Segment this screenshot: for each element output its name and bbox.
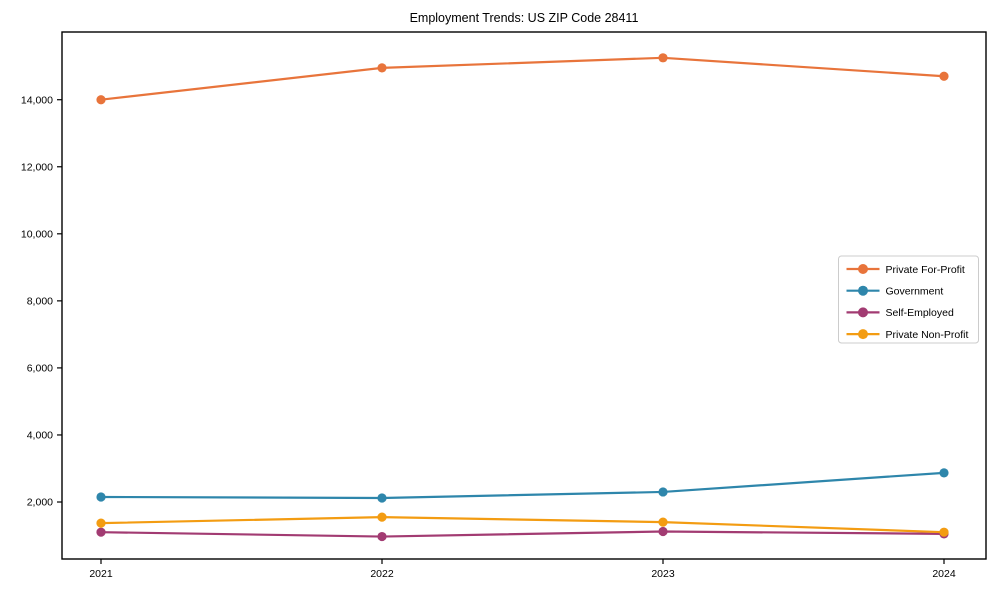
legend-label: Private For-Profit — [886, 264, 965, 276]
x-axis-ticks: 2021 2022 2023 2024 — [89, 559, 956, 580]
y-tick-label: 2,000 — [27, 497, 53, 509]
y-tick-label: 4,000 — [27, 430, 53, 442]
legend-marker-icon — [858, 264, 868, 274]
plot-area-border — [61, 31, 987, 560]
legend-item: Private Non-Profit — [846, 329, 969, 341]
data-point-private-for-profit — [96, 95, 106, 105]
series-line-self-employed — [100, 530, 945, 538]
data-point-self-employed — [377, 531, 387, 542]
legend-label: Private Non-Profit — [886, 329, 969, 341]
y-tick-label: 8,000 — [27, 296, 53, 308]
legend-item: Government — [846, 285, 944, 298]
y-axis-ticks: 2,000 4,000 6,000 8,000 10,000 12,000 14,000 — [21, 94, 62, 509]
chart-title: Employment Trends: US ZIP Code 28411 — [410, 11, 639, 25]
legend-item: Private For-Profit — [846, 264, 965, 276]
y-tick-label: 10,000 — [21, 229, 53, 241]
data-point-private-non-profit — [658, 517, 668, 527]
legend: Private For-Profit Government Self-Employe… — [838, 255, 979, 344]
legend-marker-icon — [858, 307, 868, 318]
legend-marker-icon — [858, 329, 868, 340]
data-point-private-non-profit — [377, 512, 387, 522]
data-point-government — [377, 493, 387, 503]
data-point-government — [96, 492, 106, 502]
data-point-private-for-profit — [658, 53, 668, 63]
data-point-government — [939, 468, 949, 478]
legend-marker-icon — [858, 285, 868, 296]
data-point-government — [658, 487, 668, 497]
data-point-private-non-profit — [939, 527, 949, 537]
y-tick-label: 14,000 — [21, 94, 53, 106]
series-lines — [96, 53, 949, 542]
legend-item: Self-Employed — [846, 307, 954, 319]
data-point-self-employed — [658, 526, 668, 537]
series-line-private-for-profit — [100, 56, 945, 101]
y-tick-label: 6,000 — [27, 363, 53, 375]
x-tick-label: 2022 — [370, 568, 394, 580]
x-tick-label: 2023 — [651, 568, 675, 580]
x-tick-label: 2021 — [89, 568, 113, 580]
data-point-private-for-profit — [939, 71, 949, 81]
data-point-self-employed — [96, 527, 106, 537]
legend-label: Government — [886, 286, 944, 298]
data-point-private-non-profit — [96, 518, 106, 528]
x-tick-label: 2024 — [932, 568, 956, 580]
series-line-private-non-profit — [100, 515, 945, 534]
legend-label: Self-Employed — [886, 307, 954, 319]
data-point-private-for-profit — [377, 63, 387, 73]
series-line-government — [100, 471, 945, 500]
y-tick-label: 12,000 — [21, 161, 53, 173]
legend-box — [838, 255, 979, 344]
